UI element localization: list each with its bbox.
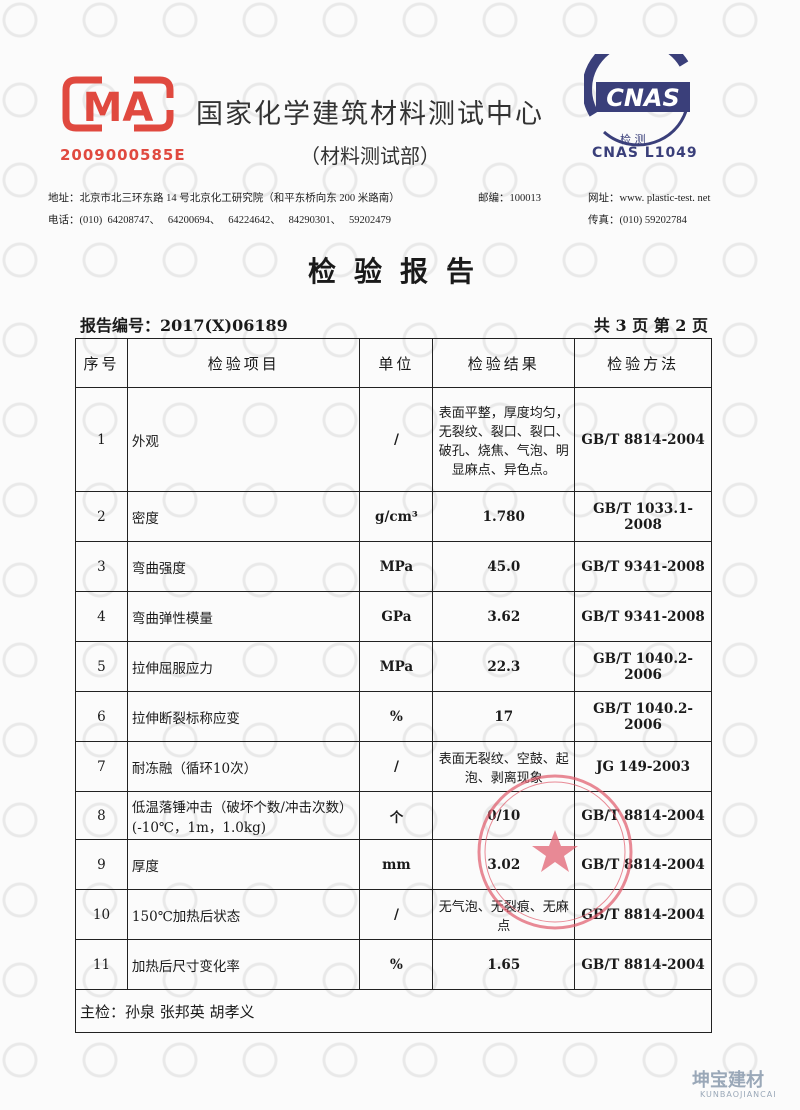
inspectors: 主检：孙泉 张邦英 胡孝义: [75, 989, 712, 1033]
test-method: GB/T 1040.2-2006: [574, 691, 712, 742]
unit: MPa: [359, 641, 434, 692]
test-item: 低温落锤冲击（破坏个数/冲击次数）(-10℃，1m，1.0kg): [126, 791, 361, 840]
cnas-subtitle: 检 测: [620, 133, 646, 146]
address: 地址：北京市北三环东路 14 号北京化工研究院（和平东桥向东 200 米路南）: [48, 193, 400, 204]
col-header: 检验项目: [126, 338, 361, 388]
row-number: 10: [75, 889, 128, 940]
cma-number: 2009000585E: [60, 146, 186, 164]
cma-logo: MA: [62, 76, 174, 132]
row-number: 7: [75, 741, 128, 792]
row-number: 2: [75, 491, 128, 542]
table-row: 8 低温落锤冲击（破坏个数/冲击次数）(-10℃，1m，1.0kg) 个 0/10 GB…: [75, 791, 712, 840]
test-method: GB/T 8814-2004: [574, 939, 712, 990]
phone-row: 电话：(010) 64208747、 64200694、 64224642、 8…: [48, 212, 768, 227]
test-item: 弯曲强度: [126, 541, 361, 592]
test-item: 耐冻融（循环10次）: [126, 741, 361, 792]
unit: g/cm³: [359, 491, 434, 542]
table-row: 4 弯曲弹性模量 GPa 3.62 GB/T 9341-2008: [75, 591, 712, 642]
fax: 传真：(010) 59202784: [588, 215, 687, 226]
unit: /: [359, 387, 434, 492]
table-row: 1 外观 / 表面平整，厚度均匀，无裂纹、裂口、裂口、破孔、烧焦、气泡、明显麻点、异色…: [75, 387, 712, 492]
row-number: 8: [75, 791, 128, 840]
row-number: 5: [75, 641, 128, 692]
result: 22.3: [432, 641, 576, 692]
result: 3.62: [432, 591, 576, 642]
table-row: 11 加热后尺寸变化率% 1.65 GB/T 8814-2004: [75, 939, 712, 990]
test-method: GB/T 8814-2004: [574, 839, 712, 890]
postcode: 邮编：100013: [478, 193, 541, 204]
unit: %: [359, 939, 434, 990]
row-number: 11: [75, 939, 128, 990]
row-number: 1: [75, 387, 128, 492]
page-info: 共 3 页 第 2 页: [593, 316, 708, 335]
test-method: GB/T 9341-2008: [574, 541, 712, 592]
unit: mm: [359, 839, 434, 890]
table-header: 序号 检验项目 单位 检验结果 检验方法: [75, 338, 712, 388]
unit: MPa: [359, 541, 434, 592]
row-number: 4: [75, 591, 128, 642]
unit: %: [359, 691, 434, 742]
cnas-logo: CNAS: [584, 54, 690, 147]
result: 1.780: [432, 491, 576, 542]
row-number: 3: [75, 541, 128, 592]
unit: /: [359, 741, 434, 792]
test-method: GB/T 8814-2004: [574, 387, 712, 492]
test-method: GB/T 1033.1-2008: [574, 491, 712, 542]
row-number: 6: [75, 691, 128, 742]
table-row: 5 拉伸屈服应力 MPa 22.3 GB/T 1040.2-2006: [75, 641, 712, 692]
result: 0/10: [432, 791, 576, 840]
test-item: 外观: [126, 387, 361, 492]
test-method: JG 149-2003: [574, 741, 712, 792]
test-method: GB/T 1040.2-2006: [574, 641, 712, 692]
unit: GPa: [359, 591, 434, 642]
table-row: 7 耐冻融（循环10次） / 表面无裂纹、空鼓、起泡、剥离现象 JG 149-2003: [75, 741, 712, 792]
result: 无气泡、无裂痕、无麻点: [432, 889, 576, 940]
test-item: 150℃加热后状态: [126, 889, 361, 940]
col-header: 单位: [359, 338, 434, 388]
test-item: 密度: [126, 491, 361, 542]
report-number: 报告编号：2017(X)06189: [80, 316, 288, 335]
svg-text:MA: MA: [83, 85, 154, 131]
test-method: GB/T 8814-2004: [574, 791, 712, 840]
result: 3.02: [432, 839, 576, 890]
results-table: 序号 检验项目 单位 检验结果 检验方法 1 外观 / 表面平整，厚度均匀，无裂纹、裂…: [75, 338, 712, 1033]
table-row: 6 拉伸断裂标称应变% 17 GB/T 1040.2-2006: [75, 691, 712, 742]
table-row: 9 厚度 mm 3.02 GB/T 8814-2004: [75, 839, 712, 890]
unit: /: [359, 889, 434, 940]
page-title: 检验报告: [307, 255, 492, 288]
table-row: 10 150℃加热后状态 / 无气泡、无裂痕、无麻点 GB/T 8814-2004: [75, 889, 712, 940]
result: 表面平整，厚度均匀，无裂纹、裂口、裂口、破孔、烧焦、气泡、明显麻点、异色点。: [432, 387, 576, 492]
unit: 个: [359, 791, 434, 840]
phone: 电话：(010) 64208747、 64200694、 64224642、 8…: [48, 215, 391, 226]
test-item: 拉伸屈服应力: [126, 641, 361, 692]
result: 表面无裂纹、空鼓、起泡、剥离现象: [432, 741, 576, 792]
test-item: 厚度: [126, 839, 361, 890]
test-item: 拉伸断裂标称应变: [126, 691, 361, 742]
result: 45.0: [432, 541, 576, 592]
table-row: 2 密度 g/cm³ 1.780 GB/T 1033.1-2008: [75, 491, 712, 542]
test-item: 加热后尺寸变化率: [126, 939, 361, 990]
col-header: 检验方法: [574, 338, 712, 388]
test-method: GB/T 9341-2008: [574, 591, 712, 642]
cnas-number: CNAS L1049: [592, 145, 698, 161]
result: 1.65: [432, 939, 576, 990]
dept-name: （材料测试部）: [300, 144, 440, 168]
watermark-brand: 坤宝建材: [692, 1070, 764, 1091]
website: 网址：www. plastic-test. net: [588, 193, 711, 204]
test-item: 弯曲弹性模量: [126, 591, 361, 642]
col-header: 序号: [75, 338, 128, 388]
row-number: 9: [75, 839, 128, 890]
result: 17: [432, 691, 576, 742]
svg-text:CNAS: CNAS: [606, 84, 680, 112]
table-row: 3 弯曲强度 MPa 45.0 GB/T 9341-2008: [75, 541, 712, 592]
test-method: GB/T 8814-2004: [574, 889, 712, 940]
watermark-brand-sub: KUNBAOJIANCAI: [700, 1090, 777, 1099]
col-header: 检验结果: [432, 338, 576, 388]
address-row: 地址：北京市北三环东路 14 号北京化工研究院（和平东桥向东 200 米路南） …: [48, 190, 768, 205]
org-name: 国家化学建筑材料测试中心: [196, 99, 544, 130]
